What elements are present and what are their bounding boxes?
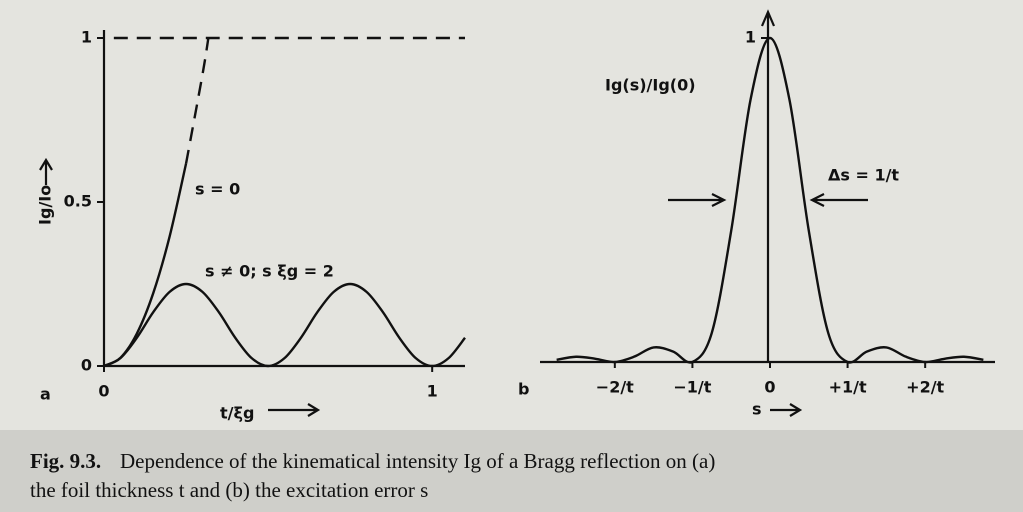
curve	[184, 37, 210, 164]
y-tick-label: 1	[745, 28, 756, 47]
caption-background	[0, 430, 1023, 512]
y-tick-label: 0.5	[64, 192, 92, 211]
panel-label: a	[40, 385, 51, 404]
curve	[103, 282, 466, 368]
caption-line: Dependence of the kinematical intensity …	[120, 449, 715, 473]
width-arrow	[809, 193, 868, 207]
panel-label: b	[518, 380, 529, 399]
x-arrow	[268, 403, 321, 417]
x-tick-label: 0	[98, 382, 109, 401]
x-tick-label: 1	[427, 382, 438, 401]
x-tick-label: −1/t	[673, 378, 711, 397]
y-tick-label: 1	[81, 28, 92, 47]
curve	[556, 36, 984, 364]
x-axis-label: t/ξg	[220, 404, 254, 423]
curve-label: s ≠ 0; s ξg = 2	[205, 262, 334, 281]
x-tick-label: +1/t	[829, 378, 867, 397]
plot-background	[0, 0, 1023, 430]
width-arrow	[668, 193, 727, 207]
x-tick-label: +2/t	[906, 378, 944, 397]
y-axis-label: Ig/Io	[36, 185, 55, 225]
y-tick-label: 0	[81, 356, 92, 375]
annotation: Ig(s)/Ig(0)	[605, 76, 696, 95]
x-axis-label: s	[752, 400, 762, 419]
y-arrow	[39, 157, 53, 185]
annotation: Δs = 1/t	[828, 166, 899, 185]
caption-line: the foil thickness t and (b) the excitat…	[30, 478, 428, 502]
curve-label: s = 0	[195, 180, 240, 199]
x-arrow	[770, 403, 803, 417]
x-tick-label: −2/t	[596, 378, 634, 397]
x-tick-label: 0	[764, 378, 775, 397]
y-axis	[760, 9, 776, 362]
caption-label: Fig. 9.3.	[30, 449, 101, 473]
